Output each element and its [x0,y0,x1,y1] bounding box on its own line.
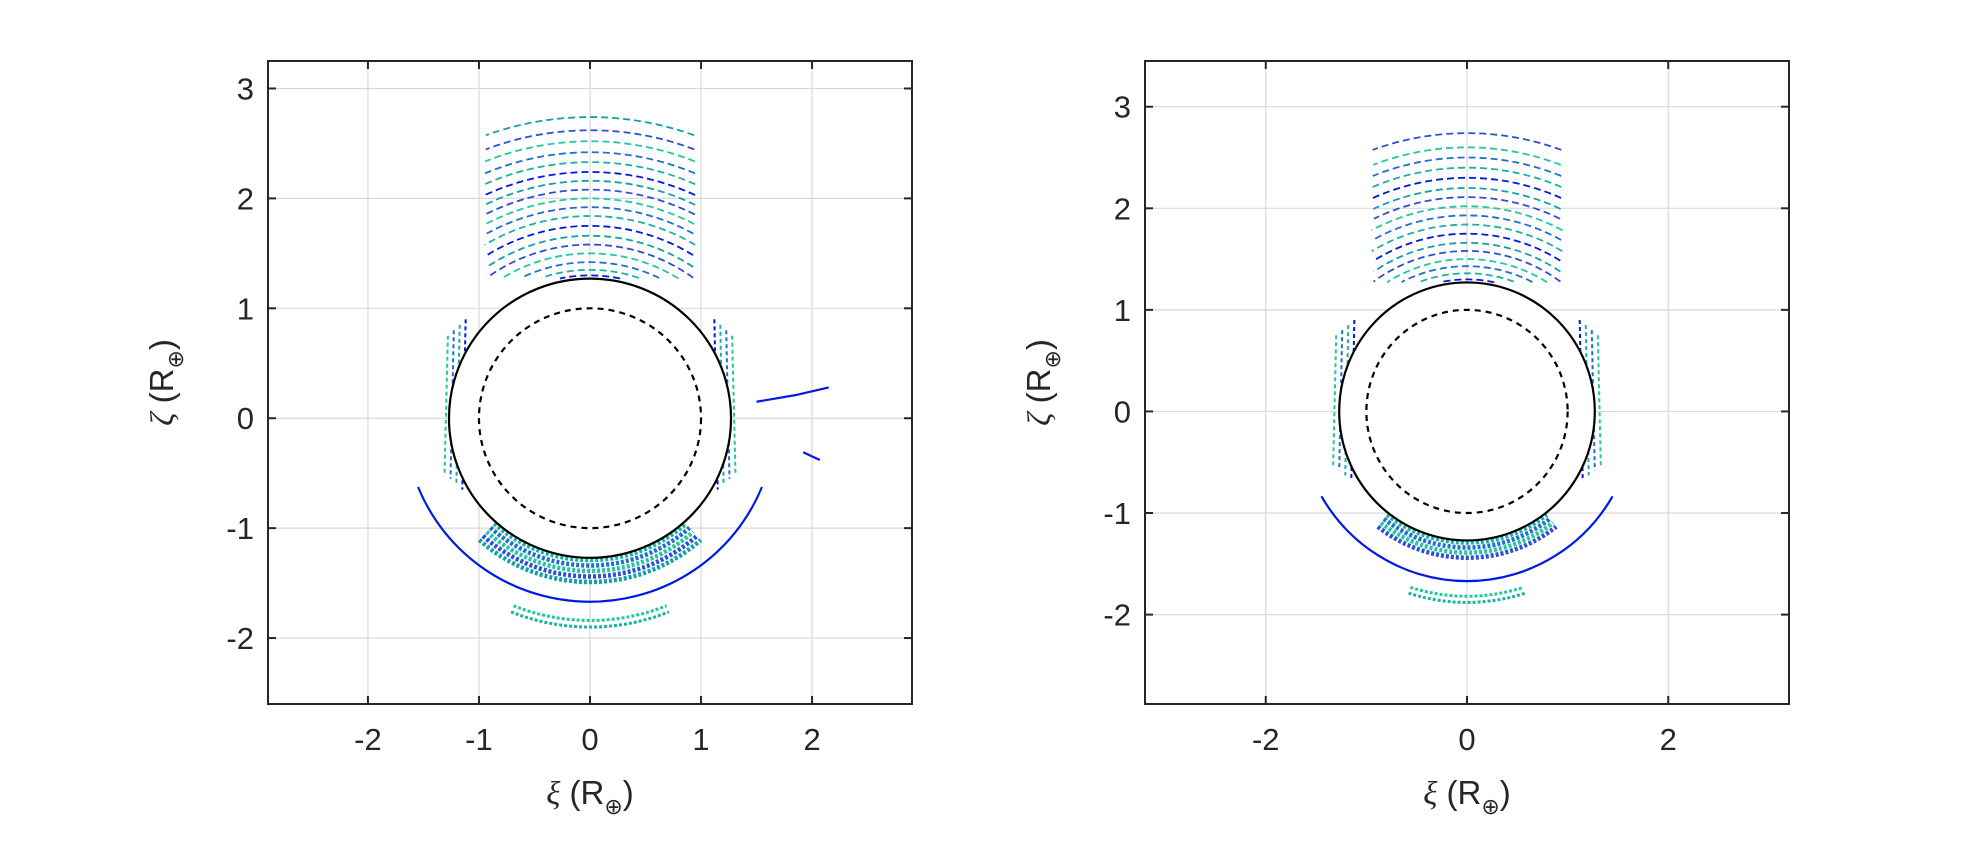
dashed-trajectory-lower [477,538,703,585]
earth-circle-dashed [477,307,703,530]
y-tick-label: -1 [226,511,254,546]
dashed-trajectory-upper [486,206,694,235]
dashed-trajectory-upper [1372,146,1562,166]
solid-trajectory-arc [417,486,763,603]
y-axis-label: ζ (R⊕) [1020,339,1065,426]
dashed-trajectory-upper [485,116,695,137]
solid-trajectory-segment [802,451,821,461]
dashed-trajectory-lower [510,610,670,629]
plot-area [1320,132,1614,604]
dashed-trajectory-upper [1419,272,1515,283]
x-tick-label: 2 [803,722,820,757]
dashed-trajectory-upper [559,274,621,280]
y-axis-label: ζ (R⊕) [143,339,188,426]
dashed-trajectory-upper [1373,187,1561,210]
outer-circle [1338,281,1596,542]
dashed-trajectory-upper [1439,278,1495,284]
dashed-trajectory-upper [1371,205,1563,232]
dashed-trajectory-side [1596,335,1602,466]
dashed-trajectory-upper [520,261,660,279]
dashed-trajectory-side [1332,335,1338,466]
dashed-trajectory-upper [1372,156,1562,177]
x-tick-label: 2 [1660,722,1677,757]
dashed-trajectory-lower [485,530,695,574]
dashed-trajectory-lower [492,521,688,563]
solid-trajectory-arc [1320,495,1614,583]
dashed-trajectory-upper [485,129,695,151]
right-panel: -2 0 2 -2 -1 0 1 2 3 ξ (R⊕) ζ (R⊕) [1020,60,1790,819]
y-tick-label: 0 [237,401,254,436]
y-tick-label: 0 [1114,394,1131,429]
x-tick-label: 1 [692,722,709,757]
dashed-trajectory-upper [1401,265,1533,283]
dashed-trajectory-upper [1373,250,1561,283]
x-tick-label: 0 [581,722,598,757]
y-tick-label: -1 [1103,496,1131,531]
y-tick-label: 3 [237,71,254,106]
y-tick-label: 1 [237,291,254,326]
dashed-trajectory-upper [484,215,696,246]
dashed-trajectory-upper [485,197,695,225]
dashed-trajectory-upper [1386,258,1548,283]
dashed-trajectory-upper [1372,214,1562,241]
x-tick-label: -1 [465,722,493,757]
y-tick-label: 1 [1114,293,1131,328]
x-tick-label: -2 [1252,722,1280,757]
dashed-trajectory-lower [1379,520,1555,555]
dashed-trajectory-lower [1409,585,1525,598]
dashed-trajectory-upper [484,179,696,206]
dashed-trajectory-side [443,335,449,474]
solid-trajectory-segment [756,386,829,403]
dashed-trajectory-upper [540,268,640,279]
dashed-trajectory-side [731,335,737,474]
dashed-trajectory-lower [1382,516,1552,550]
dashed-trajectory-upper [484,151,696,175]
dashed-trajectory-upper [1372,176,1562,199]
dashed-trajectory-upper [1373,242,1561,273]
y-tick-label: 3 [1114,90,1131,125]
plot-area [417,116,829,629]
dashed-trajectory-upper [484,171,696,196]
outer-circle [447,277,733,559]
dashed-trajectory-upper [484,161,696,186]
dashed-trajectory-upper [1373,196,1561,220]
dashed-trajectory-side [449,330,455,479]
dashed-trajectory-upper [486,243,694,279]
dashed-trajectory-lower [1408,591,1526,604]
y-tick-label: 2 [1114,191,1131,226]
x-axis-label: ξ (R⊕) [1423,774,1511,819]
x-tick-label: -2 [354,722,382,757]
dashed-trajectory-upper [484,188,696,216]
dashed-trajectory-lower [481,534,699,579]
y-tick-label: -2 [1103,598,1131,633]
dashed-trajectory-upper [1372,166,1562,188]
dashed-trajectory-lower [488,525,692,568]
dashed-trajectory-lower [1376,524,1558,560]
dashed-trajectory-upper [484,140,696,163]
dashed-trajectory-upper [501,252,679,280]
dashed-trajectory-upper [486,234,694,268]
dashed-trajectory-side [725,330,731,479]
x-tick-label: 0 [1458,722,1475,757]
y-tick-label: 2 [237,181,254,216]
dashed-trajectory-upper [486,225,694,256]
y-tick-label: -2 [226,621,254,656]
dashed-trajectory-upper [1372,132,1562,151]
dashed-trajectory-upper [1373,232,1561,262]
left-panel: -2 -1 0 1 2 -2 -1 0 1 2 3 ξ (R⊕) ζ (R⊕) [143,60,913,819]
dashed-trajectory-upper [1371,223,1563,253]
earth-circle-dashed [1365,308,1569,515]
dashed-trajectory-lower [1385,512,1549,545]
x-axis-label: ξ (R⊕) [546,774,634,819]
